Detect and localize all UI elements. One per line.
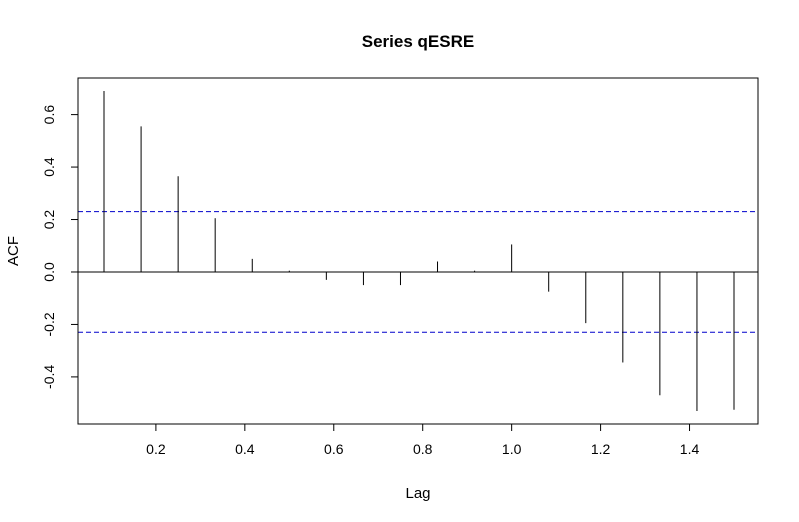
x-tick-label: 1.4 — [680, 441, 700, 457]
y-axis: -0.4 -0.2 0.0 0.2 0.4 0.6 — [41, 105, 79, 389]
y-tick-label: 0.6 — [41, 105, 57, 125]
x-tick-label: 0.2 — [146, 441, 166, 457]
x-tick-label: 0.4 — [235, 441, 255, 457]
y-tick-label: -0.4 — [41, 365, 57, 389]
x-axis: 0.2 0.4 0.6 0.8 1.0 1.2 1.4 — [146, 423, 700, 457]
y-tick-label: 0.0 — [41, 262, 57, 282]
x-tick-label: 0.6 — [324, 441, 344, 457]
x-tick-label: 1.2 — [591, 441, 611, 457]
y-tick-label: -0.2 — [41, 312, 57, 336]
confidence-bounds — [78, 211, 758, 333]
x-tick-label: 0.8 — [413, 441, 433, 457]
x-axis-label: Lag — [405, 485, 430, 502]
y-axis-label: ACF — [5, 236, 22, 266]
x-tick-label: 1.0 — [502, 441, 522, 457]
acf-bars — [103, 91, 735, 411]
y-tick-label: 0.2 — [41, 210, 57, 230]
chart-title: Series qESRE — [362, 32, 474, 51]
plot-frame — [77, 77, 759, 425]
y-tick-label: 0.4 — [41, 157, 57, 177]
